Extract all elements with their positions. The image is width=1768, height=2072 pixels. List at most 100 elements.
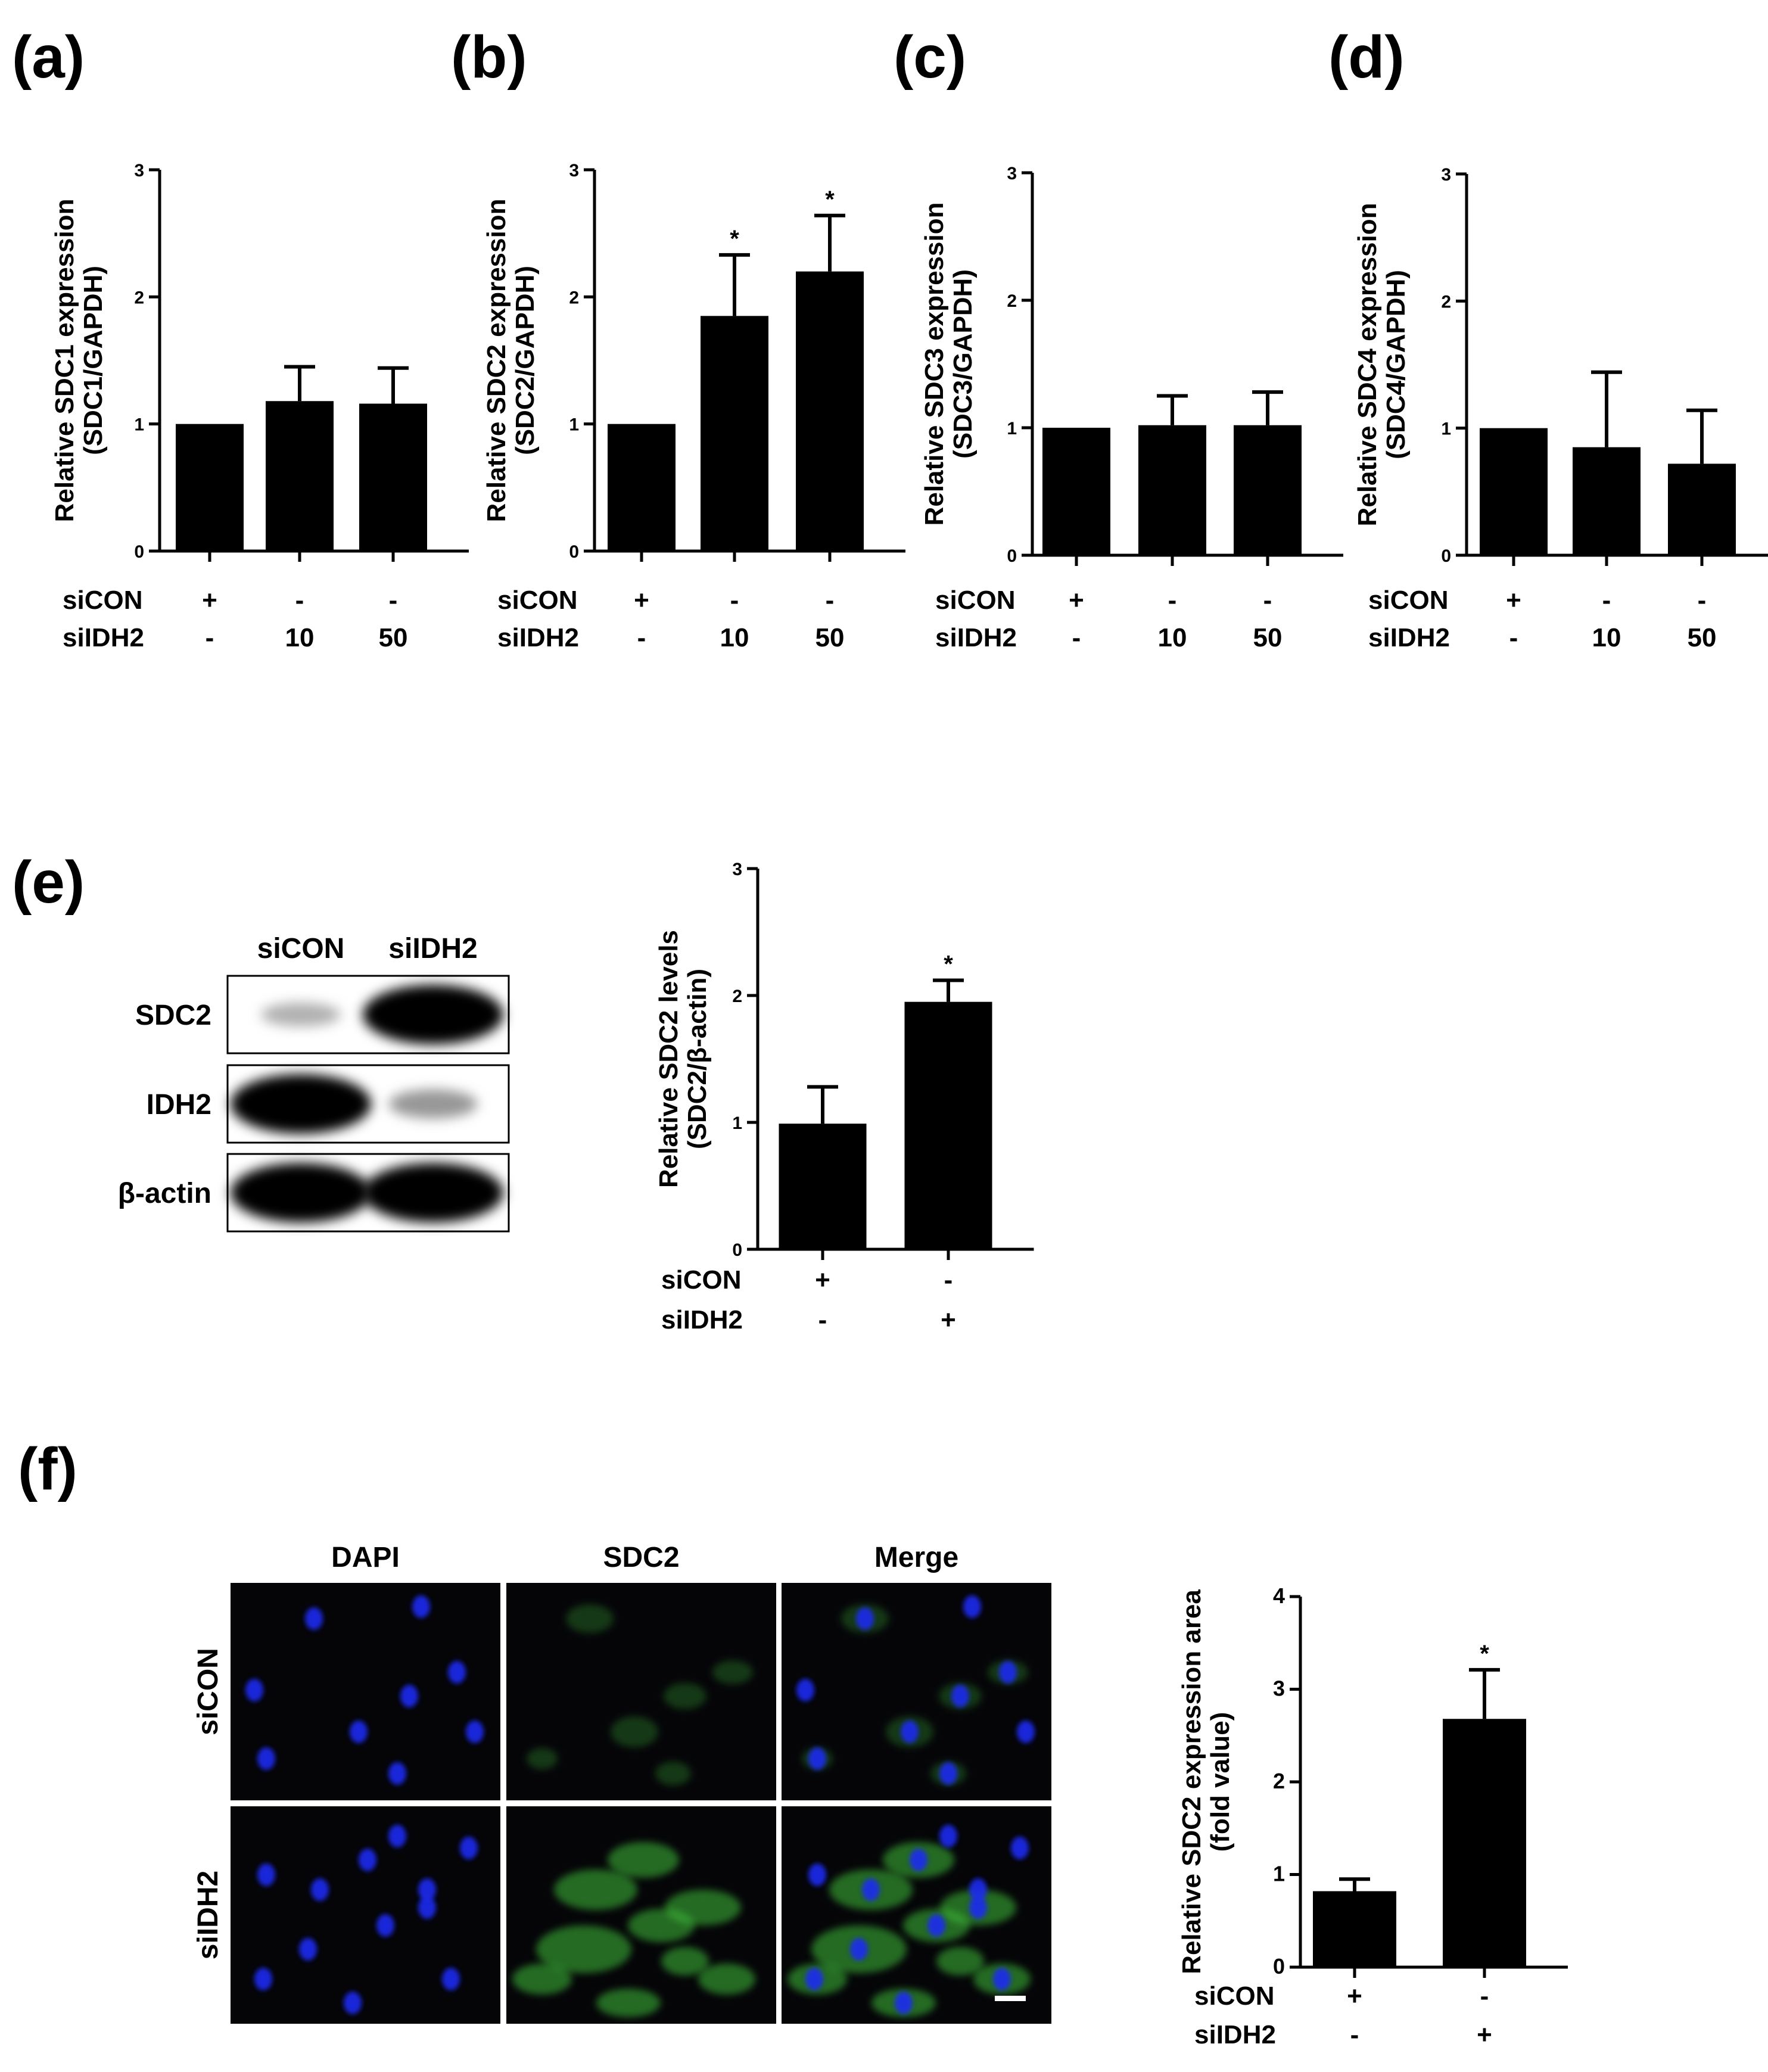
blot-band	[231, 1163, 371, 1222]
y-tick-label: 2	[569, 288, 579, 307]
y-axis-title-line: Relative SDC1 expression	[50, 199, 79, 522]
nucleus	[910, 1849, 927, 1871]
sdc2-signal	[655, 1762, 691, 1785]
nucleus	[901, 1721, 919, 1743]
nucleus	[376, 1914, 394, 1937]
blot-band	[388, 1089, 478, 1119]
significance-marker: *	[944, 951, 953, 977]
scale-bar	[995, 1996, 1026, 2001]
western-blot: siCON siIDH2 SDC2 IDH2 β-actin	[118, 933, 510, 1233]
nucleus	[412, 1595, 430, 1618]
condition-label: siIDH2	[1368, 623, 1450, 652]
y-tick-label: 1	[1441, 419, 1451, 439]
nucleus	[388, 1825, 406, 1847]
y-tick-label: 0	[134, 542, 144, 562]
nucleus	[850, 1938, 868, 1961]
condition-value: +	[815, 1265, 830, 1295]
bar	[701, 316, 768, 551]
condition-value: -	[389, 586, 398, 615]
nucleus	[359, 1849, 376, 1871]
blot-row-label: IDH2	[147, 1089, 211, 1121]
y-axis-title-line: (SDC3/GAPDH)	[948, 269, 978, 459]
condition-value: -	[818, 1305, 827, 1334]
condition-label: siCON	[1368, 586, 1448, 615]
condition-value: +	[1069, 586, 1084, 615]
sdc2-signal	[936, 1947, 984, 1975]
nucleus	[939, 1825, 957, 1847]
sdc2-signal	[554, 1869, 637, 1910]
y-tick-label: 2	[1007, 291, 1017, 311]
panel-label-d: (d)	[1328, 24, 1405, 91]
condition-value: 50	[815, 623, 845, 652]
condition-value: -	[1168, 586, 1177, 615]
sdc2-signal	[698, 1964, 755, 1995]
panel-label-a: (a)	[12, 24, 85, 91]
y-axis-title-line: Relative SDC4 expression	[1353, 203, 1382, 527]
panel-label-c: (c)	[894, 24, 966, 91]
condition-value: -	[1480, 1981, 1489, 2011]
sdc2-signal	[536, 1925, 631, 1973]
condition-value: +	[1347, 1981, 1362, 2011]
nucleus	[927, 1914, 945, 1937]
nucleus	[862, 1878, 880, 1901]
nucleus	[350, 1721, 368, 1743]
bar	[1668, 463, 1736, 555]
nucleus	[418, 1878, 436, 1901]
micrograph-tile	[506, 1583, 776, 1800]
condition-label: siIDH2	[935, 623, 1017, 652]
bar	[779, 1124, 867, 1249]
condition-label: siIDH2	[497, 623, 579, 652]
bar	[266, 401, 334, 551]
y-axis-title-line: (SDC2/β-actin)	[683, 969, 712, 1149]
micrograph-background	[231, 1583, 500, 1800]
condition-label: siCON	[497, 586, 577, 615]
condition-label: siCON	[63, 586, 142, 615]
micrograph-tile	[506, 1806, 776, 2024]
y-tick-label: 1	[1273, 1862, 1285, 1886]
y-tick-label: 3	[569, 161, 579, 181]
sdc2-signal	[628, 1909, 695, 1942]
chart-e: 0 1 2 3 Relative SDC2 levels(SDC2/β-actin) * s…	[654, 860, 1034, 1334]
y-axis-title: Relative SDC2 expression(SDC2/GAPDH)	[482, 199, 540, 522]
sdc2-signal	[712, 1660, 753, 1684]
y-axis-title-line: Relative SDC2 expression	[482, 199, 511, 522]
nucleus	[951, 1685, 969, 1707]
y-tick-label: 3	[732, 860, 742, 879]
condition-value: 10	[1158, 623, 1187, 652]
y-tick-label: 0	[1273, 1954, 1285, 1978]
y-axis-title: Relative SDC3 expression(SDC3/GAPDH)	[920, 203, 978, 526]
bar	[1573, 447, 1641, 555]
condition-value: -	[1072, 623, 1081, 652]
condition-label: siCON	[935, 586, 1015, 615]
y-tick-label: 3	[1441, 165, 1451, 185]
significance-marker: *	[1480, 1641, 1489, 1667]
nucleus	[969, 1878, 987, 1901]
micrograph-tile	[782, 1583, 1051, 1800]
nucleus	[400, 1685, 418, 1707]
condition-value: 50	[1688, 623, 1717, 652]
condition-value: -	[295, 586, 304, 615]
condition-value: -	[1698, 586, 1707, 615]
condition-value: 10	[720, 623, 749, 652]
y-tick-label: 3	[1273, 1676, 1285, 1701]
blot-band	[231, 1074, 371, 1134]
nucleus	[299, 1938, 317, 1961]
bar	[1234, 425, 1302, 555]
nucleus	[796, 1679, 814, 1701]
nucleus	[344, 1992, 362, 2014]
y-axis-title: Relative SDC2 expression area(fold value…	[1177, 1589, 1235, 1974]
condition-label: siCON	[661, 1265, 741, 1295]
micrograph-tile	[231, 1583, 500, 1800]
y-tick-label: 0	[569, 542, 579, 562]
blot-band	[363, 1163, 503, 1222]
condition-label: siIDH2	[63, 623, 144, 652]
panel-label-f: (f)	[18, 1436, 77, 1502]
micrograph-grid: DAPI SDC2 Merge siCON siIDH2	[192, 1542, 1051, 2024]
nucleus	[969, 1896, 987, 1919]
blot-band	[261, 1002, 341, 1027]
blot-row-label: β-actin	[118, 1178, 211, 1209]
nucleus	[388, 1762, 406, 1785]
condition-value: -	[637, 623, 646, 652]
y-tick-label: 2	[134, 288, 144, 307]
condition-value: +	[202, 586, 217, 615]
